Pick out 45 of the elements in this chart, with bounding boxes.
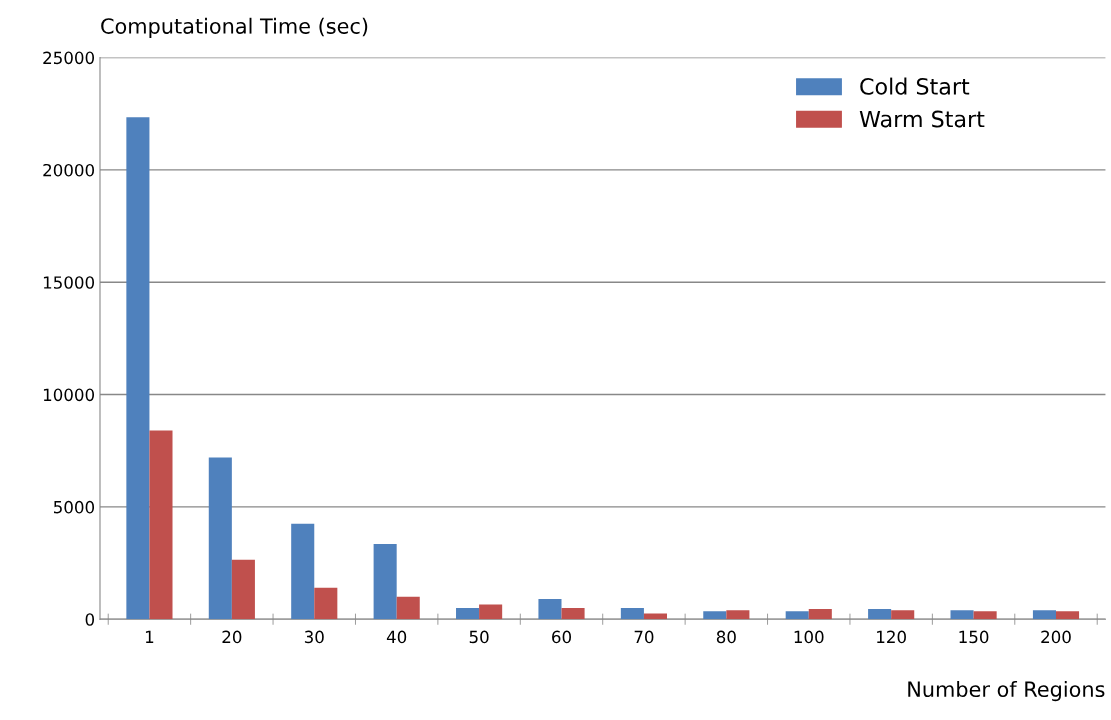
bar <box>396 596 420 620</box>
bar <box>891 610 915 620</box>
bar <box>868 609 892 620</box>
x-tick-label: 20 <box>222 630 242 644</box>
y-tick-label: 5000 <box>54 500 95 514</box>
bar <box>808 609 832 620</box>
bar <box>620 607 644 620</box>
bar <box>126 117 150 620</box>
bar <box>561 607 585 620</box>
bar <box>1032 610 1056 620</box>
bar <box>231 559 255 620</box>
x-tick-label: 50 <box>469 630 489 644</box>
bar <box>479 604 503 620</box>
x-tick-label: 200 <box>1041 630 1071 644</box>
bar <box>149 430 173 620</box>
y-tick-label: 10000 <box>43 388 95 402</box>
bar <box>208 457 232 620</box>
bar <box>785 611 809 620</box>
x-tick-label: 70 <box>634 630 654 644</box>
y-tick-label: 20000 <box>43 163 95 177</box>
x-tick-label: 30 <box>304 630 324 644</box>
y-axis-title: Computational Time (sec) <box>101 17 368 38</box>
x-axis-title: Number of Regions <box>908 680 1105 702</box>
bar <box>456 607 480 620</box>
bar <box>703 611 727 620</box>
bar <box>291 523 315 620</box>
y-tick-label: 15000 <box>43 276 95 289</box>
y-tick-label: 0 <box>85 613 95 626</box>
bar <box>950 610 974 620</box>
x-tick-label: 60 <box>552 630 572 644</box>
bar <box>314 587 338 620</box>
bar <box>973 611 997 620</box>
legend-label: Warm Start <box>859 110 985 128</box>
bar <box>1056 611 1080 620</box>
x-tick-label: 1 <box>145 630 154 643</box>
x-tick-label: 40 <box>386 630 407 644</box>
x-tick-label: 120 <box>877 630 906 644</box>
bar <box>373 543 397 620</box>
legend-label: Cold Start <box>860 77 970 95</box>
x-tick-label: 80 <box>716 630 736 644</box>
x-tick-label: 100 <box>794 630 824 644</box>
bar <box>726 610 750 620</box>
y-tick-label: 25000 <box>43 51 95 65</box>
x-tick-label: 150 <box>959 630 989 644</box>
bar <box>538 598 562 620</box>
